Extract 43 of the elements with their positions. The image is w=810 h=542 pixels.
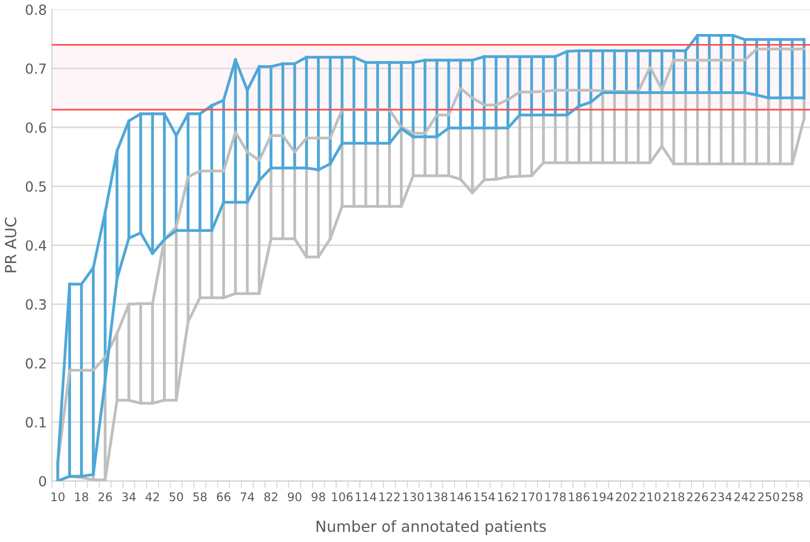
x-tick-label: 90 xyxy=(288,492,302,502)
x-tick-label: 250 xyxy=(758,492,780,502)
y-tick-label: 0.6 xyxy=(26,122,46,133)
x-tick-label: 10 xyxy=(52,492,64,502)
x-tick-label: 226 xyxy=(687,492,708,502)
x-tick-label: 178 xyxy=(545,492,566,502)
x-tick-label: 154 xyxy=(474,492,495,502)
x-tick-label: 242 xyxy=(734,492,755,502)
x-tick-label: 218 xyxy=(663,492,684,502)
y-tick-label: 0 xyxy=(39,476,46,486)
y-tick-label: 0.5 xyxy=(26,181,46,192)
x-tick-label: 18 xyxy=(75,492,88,502)
x-tick-label: 106 xyxy=(332,492,353,502)
x-tick-label: 210 xyxy=(640,492,661,502)
y-tick-label: 0.3 xyxy=(26,299,46,310)
x-tick-label: 82 xyxy=(264,492,278,502)
y-tick-label: 0.4 xyxy=(26,240,46,251)
x-tick-label: 98 xyxy=(312,492,326,502)
x-tick-label: 26 xyxy=(98,492,112,502)
x-tick-label: 162 xyxy=(498,492,518,502)
x-tick-label: 202 xyxy=(616,492,636,502)
x-tick-label: 42 xyxy=(146,492,159,502)
x-tick-label: 258 xyxy=(782,492,803,502)
x-tick-label: 34 xyxy=(122,492,136,502)
x-tick-label: 138 xyxy=(426,492,448,502)
x-tick-label: 58 xyxy=(193,492,207,502)
y-tick-label: 0.2 xyxy=(26,358,46,369)
x-axis-title: Number of annotated patients xyxy=(316,520,546,536)
y-axis-title: PR AUC xyxy=(4,218,16,272)
x-tick-label: 66 xyxy=(216,492,230,502)
y-tick-label: 0.8 xyxy=(26,4,46,15)
x-tick-label: 122 xyxy=(379,492,400,502)
x-tick-label: 170 xyxy=(522,492,542,502)
x-tick-label: 194 xyxy=(592,492,614,502)
x-tick-label: 50 xyxy=(170,492,183,502)
x-tick-label: 186 xyxy=(569,492,590,502)
x-tick-label: 130 xyxy=(403,492,424,502)
x-tick-label: 114 xyxy=(356,492,376,502)
x-tick-label: 74 xyxy=(240,492,254,502)
x-tick-label: 234 xyxy=(710,492,732,502)
x-tick-label: 146 xyxy=(450,492,472,502)
y-tick-label: 0.7 xyxy=(26,63,46,74)
y-tick-label: 0.1 xyxy=(26,417,46,428)
